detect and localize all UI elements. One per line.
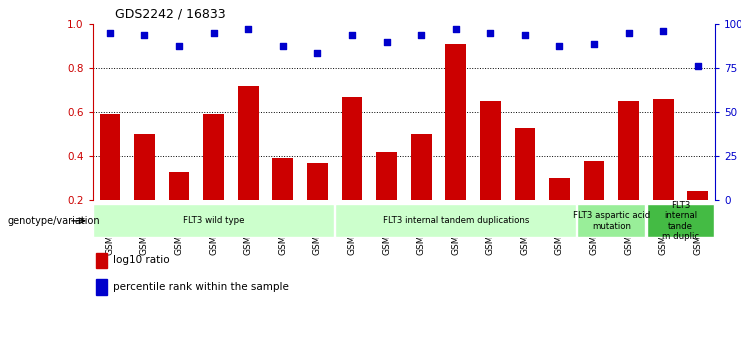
- Point: [346, 32, 358, 38]
- Point: [588, 41, 600, 47]
- Point: [207, 30, 219, 36]
- Point: [657, 28, 669, 33]
- Text: FLT3 wild type: FLT3 wild type: [183, 216, 245, 225]
- FancyBboxPatch shape: [577, 204, 645, 237]
- FancyBboxPatch shape: [93, 204, 334, 237]
- Bar: [445, 44, 466, 200]
- Bar: [169, 171, 190, 200]
- Point: [519, 32, 531, 38]
- Text: log10 ratio: log10 ratio: [113, 255, 169, 265]
- Point: [622, 30, 634, 36]
- Bar: [376, 152, 397, 200]
- Bar: [618, 101, 639, 200]
- Bar: [203, 114, 224, 200]
- Text: percentile rank within the sample: percentile rank within the sample: [113, 282, 288, 292]
- Point: [104, 30, 116, 36]
- Point: [415, 32, 427, 38]
- Point: [554, 43, 565, 49]
- Bar: [307, 163, 328, 200]
- Bar: [411, 134, 431, 200]
- Bar: [134, 134, 155, 200]
- Point: [139, 32, 150, 38]
- FancyBboxPatch shape: [647, 204, 714, 237]
- Bar: [96, 253, 107, 268]
- Point: [692, 63, 704, 69]
- Point: [173, 43, 185, 49]
- Point: [242, 26, 254, 31]
- Bar: [688, 191, 708, 200]
- Point: [277, 43, 289, 49]
- Point: [485, 30, 496, 36]
- Text: FLT3
internal
tande
m duplic: FLT3 internal tande m duplic: [662, 201, 699, 241]
- Bar: [238, 86, 259, 200]
- Bar: [480, 101, 501, 200]
- Text: genotype/variation: genotype/variation: [7, 216, 100, 226]
- Point: [381, 39, 393, 45]
- FancyBboxPatch shape: [336, 204, 576, 237]
- Text: FLT3 aspartic acid
mutation: FLT3 aspartic acid mutation: [573, 211, 650, 230]
- Bar: [342, 97, 362, 200]
- Point: [450, 26, 462, 31]
- Point: [311, 50, 323, 56]
- Text: GDS2242 / 16833: GDS2242 / 16833: [115, 8, 225, 21]
- Bar: [549, 178, 570, 200]
- Text: FLT3 internal tandem duplications: FLT3 internal tandem duplications: [382, 216, 529, 225]
- Bar: [273, 158, 293, 200]
- Bar: [99, 114, 120, 200]
- Bar: [584, 160, 605, 200]
- Bar: [96, 279, 107, 295]
- Bar: [653, 99, 674, 200]
- Bar: [514, 128, 535, 200]
